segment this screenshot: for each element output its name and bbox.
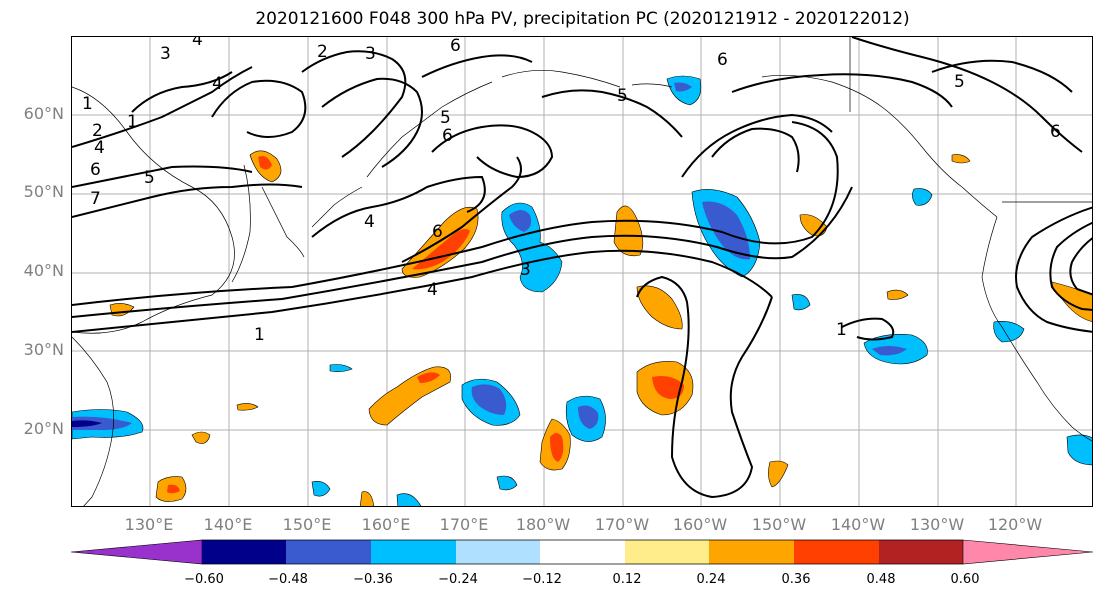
contour-label: 2 [317,42,328,62]
contour-label: 5 [440,108,451,128]
pv-contours [72,37,1092,499]
lon-label-180w: 180°W [515,515,571,534]
lon-label-150w: 150°W [751,515,807,534]
lon-label-130e: 130°E [124,515,174,534]
colorbar-swatch [625,540,709,564]
contour-label: 5 [144,168,155,188]
colorbar-tick: 0.36 [781,572,811,587]
colorbar-swatch [962,539,1094,565]
coastlines [72,37,1092,506]
lat-label-30: 30°N [23,340,64,359]
lat-label-40: 40°N [23,261,64,280]
lon-label-140w: 140°W [830,515,886,534]
contour-label: 7 [90,189,101,209]
colorbar-swatch [540,540,625,564]
colorbar-tick: −0.48 [268,572,308,587]
colorbar-tick: 0.12 [612,572,642,587]
contour-label: 1 [836,320,847,340]
colorbar-swatch [70,539,203,565]
contour-label: 3 [365,44,376,64]
contour-label: 6 [1050,122,1061,142]
map-canvas: 3 4 2 3 6 6 4 5 1 1 2 4 6 5 7 5 6 4 6 3 … [72,37,1092,506]
colorbar-tick: 0.24 [696,572,726,587]
contour-label: 4 [212,74,223,94]
lat-label-50: 50°N [23,182,64,201]
colorbar-swatch [286,540,371,564]
contour-label: 3 [160,44,171,64]
contour-label: 2 [92,121,103,141]
precip-positive-shading [109,150,1092,506]
lon-label-140e: 140°E [203,515,253,534]
colorbar-tick: 0.60 [950,572,980,587]
lon-label-160w: 160°W [672,515,728,534]
colorbar-tick: −0.36 [353,572,393,587]
lon-label-150e: 150°E [282,515,332,534]
contour-label: 4 [94,138,105,158]
lat-label-60: 60°N [23,104,64,123]
contour-label: 1 [127,112,138,132]
colorbar-swatch [794,540,879,564]
colorbar-tick: −0.60 [184,572,224,587]
contour-label: 5 [954,72,965,92]
colorbar-tick: −0.24 [438,572,478,587]
colorbar [70,539,1094,565]
page-title: 2020121600 F048 300 hPa PV, precipitatio… [255,9,910,29]
contour-label: 5 [617,86,628,106]
contour-label: 4 [427,280,438,300]
colorbar-swatch [709,540,794,564]
lon-label-120w: 120°W [987,515,1043,534]
contour-label-group: 3 4 2 3 6 6 4 5 1 1 2 4 6 5 7 5 6 4 6 3 … [82,37,1061,345]
colorbar-tick: 0.48 [866,572,896,587]
colorbar-swatch [202,540,286,564]
contour-label: 1 [82,94,93,114]
lon-label-170e: 170°E [439,515,489,534]
contour-label: 1 [254,325,265,345]
contour-label: 6 [450,37,461,56]
contour-label: 6 [90,160,101,180]
lon-label-160e: 160°E [361,515,411,534]
colorbar-swatch [456,540,540,564]
contour-label: 6 [432,222,443,242]
contour-label: 3 [520,260,531,280]
lon-label-130w: 130°W [909,515,965,534]
contour-label: 4 [192,37,203,50]
colorbar-tick: −0.12 [522,572,562,587]
contour-label: 6 [717,50,728,70]
colorbar-swatch [879,540,963,564]
map-panel[interactable]: 3 4 2 3 6 6 4 5 1 1 2 4 6 5 7 5 6 4 6 3 … [71,36,1093,507]
colorbar-swatch [371,540,456,564]
contour-label: 6 [442,126,453,146]
lat-label-20: 20°N [23,419,64,438]
contour-label: 4 [364,212,375,232]
lon-label-170w: 170°W [594,515,650,534]
